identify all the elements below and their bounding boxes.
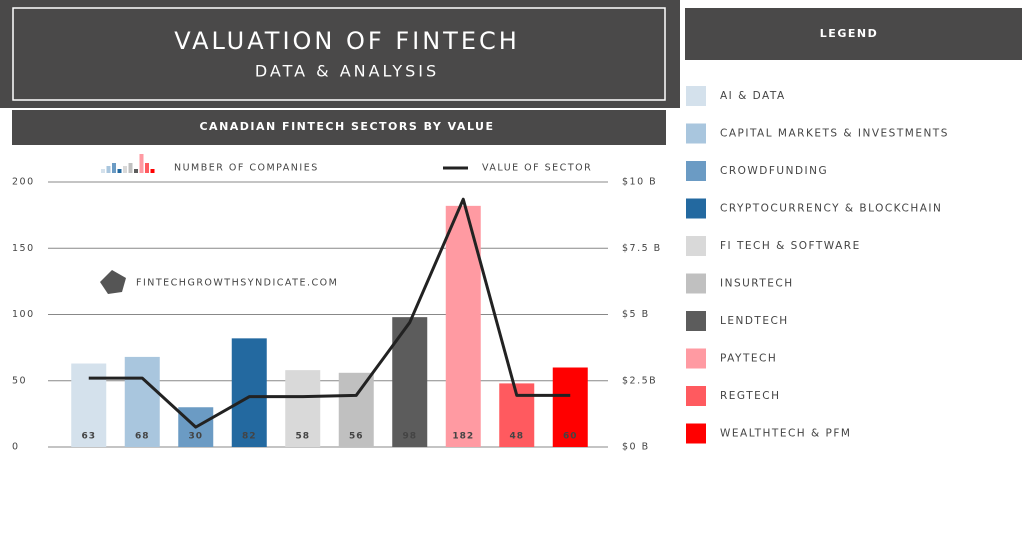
legend-swatch — [686, 273, 706, 294]
legend-swatch — [686, 236, 706, 256]
legend-label: FI TECH & SOFTWARE — [720, 240, 861, 252]
bar-value-label: 182 — [452, 432, 474, 442]
bar-value-label: 68 — [135, 432, 150, 442]
y2-tick-label: $0 B — [622, 442, 650, 453]
legend-icon-bar — [139, 154, 144, 173]
legend-swatch — [686, 161, 706, 181]
legend-label: WEALTHTECH & PFM — [720, 428, 851, 440]
chart-title: CANADIAN FINTECH SECTORS BY VALUE — [199, 120, 494, 133]
legend-header — [685, 8, 1022, 60]
bar-value-label: 30 — [188, 432, 203, 442]
annotation: FINTECHGROWTHSYNDICATE.COM — [136, 278, 338, 289]
chart-title-band — [12, 110, 666, 145]
y2-tick-label: $7.5 B — [622, 243, 662, 254]
legend-title: LEGEND — [820, 27, 878, 40]
legend-icon-bar — [150, 169, 155, 173]
legend-swatch — [686, 348, 706, 369]
legend-label: NUMBER OF COMPANIES — [174, 163, 319, 174]
y-tick-label: 100 — [12, 309, 35, 320]
title-banner — [0, 0, 680, 108]
value-line — [88, 197, 571, 429]
logo — [100, 270, 126, 294]
legend-label: INSURTECH — [720, 278, 794, 290]
title-frame — [12, 7, 666, 101]
bar-value-label: 98 — [402, 432, 417, 442]
legend-swatch — [686, 311, 706, 331]
y2-tick-label: $5 B — [622, 309, 650, 320]
bar-value-label: 56 — [349, 432, 364, 442]
bar-value-label: 60 — [563, 432, 578, 442]
bar — [338, 372, 374, 447]
legend-icon-bar — [134, 169, 138, 173]
legend-label: CRYPTOCURRENCY & BLOCKCHAIN — [720, 203, 942, 215]
y-tick-label: 200 — [12, 177, 35, 188]
legend-label: PAYTECH — [720, 353, 777, 365]
legend-label: CAPITAL MARKETS & INVESTMENTS — [720, 128, 949, 140]
legend-icon-bar — [106, 166, 111, 173]
bar — [552, 367, 588, 447]
legend-label: VALUE OF SECTOR — [482, 163, 592, 174]
legend-icon-bar — [117, 169, 122, 173]
title: VALUATION OF FINTECH — [174, 27, 520, 55]
legend-icon-bar — [101, 169, 105, 173]
legend-icon-bar — [145, 163, 149, 173]
bar-value-label: 58 — [295, 432, 310, 442]
legend-swatch — [686, 123, 706, 144]
legend-icon-bar — [112, 163, 116, 173]
legend-swatch — [686, 86, 706, 106]
bar-value-label: 82 — [242, 432, 257, 442]
bar-value-label: 63 — [81, 432, 96, 442]
legend-swatch — [686, 198, 706, 219]
legend-swatch — [686, 386, 706, 406]
bar — [231, 338, 267, 447]
legend-label: REGTECH — [720, 390, 780, 402]
legend-icon-bar — [123, 166, 127, 173]
bar — [124, 356, 160, 447]
y-tick-label: 150 — [12, 243, 35, 254]
legend-label: AI & DATA — [720, 90, 786, 102]
bar-value-label: 48 — [509, 432, 524, 442]
legend-label: CROWDFUNDING — [720, 165, 828, 177]
y-tick-label: 50 — [12, 375, 27, 386]
legend-icon-bar — [128, 163, 133, 173]
subtitle: DATA & ANALYSIS — [255, 62, 439, 81]
y2-tick-label: $10 B — [622, 177, 657, 188]
bar — [285, 370, 321, 447]
y-tick-label: 0 — [12, 442, 20, 453]
legend-label: LENDTECH — [720, 315, 789, 327]
legend-swatch — [686, 423, 706, 444]
y2-tick-label: $2.5B — [622, 375, 657, 386]
